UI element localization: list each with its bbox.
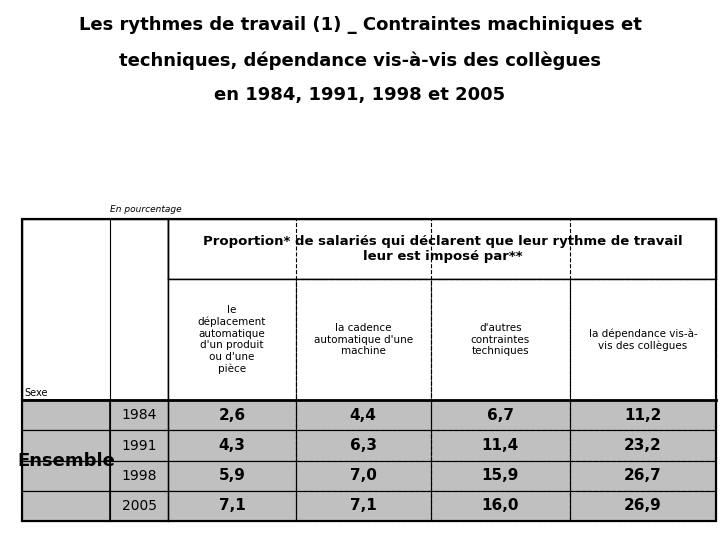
Bar xyxy=(296,400,431,430)
Text: Sexe: Sexe xyxy=(24,388,48,398)
Bar xyxy=(22,461,716,491)
Text: 2005: 2005 xyxy=(122,499,157,513)
Text: 15,9: 15,9 xyxy=(482,468,519,483)
Text: 16,0: 16,0 xyxy=(482,498,519,514)
Bar xyxy=(168,219,716,279)
Text: 5,9: 5,9 xyxy=(219,468,246,483)
Text: 7,0: 7,0 xyxy=(350,468,377,483)
Bar xyxy=(22,219,168,400)
Bar xyxy=(22,491,716,521)
Bar xyxy=(431,430,570,461)
Text: 23,2: 23,2 xyxy=(624,438,662,453)
Text: la cadence
automatique d'une
machine: la cadence automatique d'une machine xyxy=(314,323,413,356)
Text: Ensemble: Ensemble xyxy=(17,451,115,470)
Bar xyxy=(296,279,431,400)
Bar xyxy=(296,461,431,491)
Text: 7,1: 7,1 xyxy=(219,498,246,514)
Bar xyxy=(570,400,716,430)
Text: 1998: 1998 xyxy=(122,469,157,483)
Bar xyxy=(168,461,296,491)
Text: Proportion* de salariés qui déclarent que leur rythme de travail
leur est imposé: Proportion* de salariés qui déclarent qu… xyxy=(202,235,682,263)
Text: Les rythmes de travail (1) _ Contraintes machiniques et: Les rythmes de travail (1) _ Contraintes… xyxy=(78,16,642,34)
Bar xyxy=(431,400,570,430)
Bar xyxy=(22,430,716,461)
Bar xyxy=(431,461,570,491)
Text: d'autres
contraintes
techniques: d'autres contraintes techniques xyxy=(471,323,530,356)
Text: 6,7: 6,7 xyxy=(487,408,514,423)
Bar xyxy=(168,430,296,461)
Text: 4,4: 4,4 xyxy=(350,408,377,423)
Text: 26,9: 26,9 xyxy=(624,498,662,514)
Text: 1984: 1984 xyxy=(122,408,157,422)
Bar xyxy=(570,461,716,491)
Bar xyxy=(22,219,716,521)
Bar xyxy=(168,491,296,521)
Text: 7,1: 7,1 xyxy=(350,498,377,514)
Text: le
déplacement
automatique
d'un produit
ou d'une
pièce: le déplacement automatique d'un produit … xyxy=(198,305,266,374)
Bar xyxy=(22,491,168,521)
Bar xyxy=(168,279,296,400)
Text: 1991: 1991 xyxy=(122,438,157,453)
Bar xyxy=(296,491,431,521)
Bar xyxy=(431,491,570,521)
Bar xyxy=(570,491,716,521)
Bar xyxy=(22,400,168,430)
Bar xyxy=(22,400,716,430)
Bar xyxy=(22,400,110,521)
Text: 26,7: 26,7 xyxy=(624,468,662,483)
Bar xyxy=(22,461,168,491)
Bar xyxy=(431,279,570,400)
Text: 4,3: 4,3 xyxy=(219,438,246,453)
Bar xyxy=(22,430,168,461)
Bar xyxy=(570,279,716,400)
Bar xyxy=(570,430,716,461)
Text: 2,6: 2,6 xyxy=(218,408,246,423)
Text: 11,2: 11,2 xyxy=(624,408,662,423)
Bar xyxy=(22,219,716,521)
Text: 6,3: 6,3 xyxy=(350,438,377,453)
Text: En pourcentage: En pourcentage xyxy=(110,205,182,214)
Bar xyxy=(296,430,431,461)
Bar xyxy=(168,400,296,430)
Text: techniques, dépendance vis-à-vis des collègues: techniques, dépendance vis-à-vis des col… xyxy=(119,51,601,70)
Text: la dépendance vis-à-
vis des collègues: la dépendance vis-à- vis des collègues xyxy=(589,328,698,351)
Text: 11,4: 11,4 xyxy=(482,438,519,453)
Text: en 1984, 1991, 1998 et 2005: en 1984, 1991, 1998 et 2005 xyxy=(215,86,505,104)
